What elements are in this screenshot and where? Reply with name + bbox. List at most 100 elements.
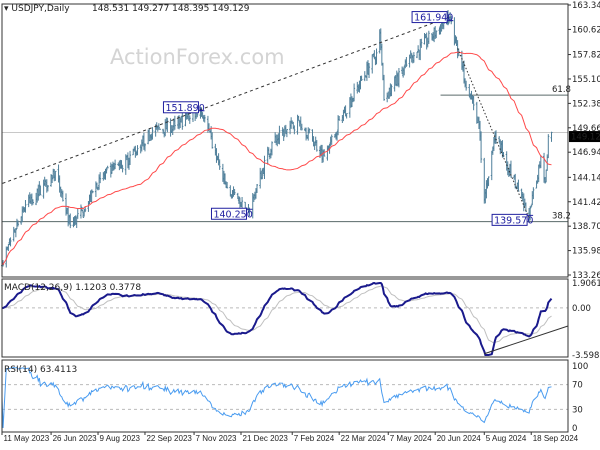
- price-bar: [39, 185, 42, 196]
- price-bar: [390, 84, 393, 97]
- price-bar: [82, 211, 85, 218]
- x-tick-label: 7 May 2024: [390, 434, 432, 443]
- x-tick-label: 11 May 2023: [4, 434, 50, 443]
- rsi-y-tick-label: 30: [572, 405, 583, 415]
- price-bar: [338, 116, 341, 121]
- price-bar: [81, 206, 84, 212]
- price-bar: [215, 148, 218, 163]
- chart-header-symbol: ▾ USDJPY,Daily: [4, 4, 70, 14]
- price-bar: [532, 187, 535, 200]
- price-bar: [76, 208, 79, 219]
- price-bar: [375, 48, 378, 65]
- price-bar: [38, 181, 41, 196]
- macd-label: MACD(12,26,9) 1.1203 0.3778: [4, 283, 141, 293]
- price-bar: [91, 190, 94, 194]
- price-annotation-box[interactable]: [411, 11, 448, 24]
- price-bar: [263, 155, 266, 180]
- price-annotation-box[interactable]: [162, 101, 199, 114]
- price-bar: [547, 134, 550, 159]
- last-price-label: 149.129: [571, 133, 600, 143]
- price-bar: [405, 56, 408, 67]
- price-bar: [211, 132, 214, 149]
- price-bar: [105, 167, 108, 174]
- price-bar: [136, 145, 139, 156]
- price-bar: [233, 189, 236, 195]
- price-bar: [397, 67, 400, 88]
- price-bar: [285, 128, 288, 138]
- price-bar: [106, 165, 109, 169]
- price-bar: [550, 131, 553, 142]
- dropdown-triangle-icon[interactable]: ▾: [4, 4, 11, 14]
- x-tick-label: 18 Sep 2024: [533, 434, 579, 443]
- price-bar: [300, 123, 303, 131]
- price-bar: [218, 159, 221, 170]
- last-price-tag: [569, 131, 600, 143]
- x-tick-label: 22 Mar 2024: [341, 434, 386, 443]
- price-bar: [61, 190, 64, 202]
- x-tick-label: 21 Dec 2023: [243, 434, 289, 443]
- macd-panel: [1, 282, 569, 356]
- price-bar: [151, 127, 154, 140]
- x-tick-label: 20 Jun 2024: [437, 434, 482, 443]
- price-bar: [99, 172, 102, 184]
- price-bar: [465, 80, 468, 91]
- rsi-y-tick-label: 0: [572, 424, 577, 434]
- trendline[interactable]: [457, 48, 530, 219]
- price-bar: [143, 143, 146, 152]
- y-tick-label: 152.380: [572, 99, 600, 109]
- price-bar: [14, 227, 17, 238]
- price-annotation-box[interactable]: [491, 213, 528, 226]
- price-bar: [31, 199, 34, 205]
- price-bar: [24, 199, 27, 213]
- macd-frame: [1, 278, 569, 358]
- y-tick-label: 160.620: [572, 25, 600, 35]
- price-bar: [360, 75, 363, 81]
- rsi-frame: [1, 359, 569, 433]
- price-bar: [129, 150, 132, 166]
- rsi-panel: [1, 366, 568, 429]
- price-bar: [203, 114, 206, 123]
- macd-main-line: [1, 282, 553, 356]
- price-bar: [408, 54, 411, 68]
- x-tick-label: 26 Jun 2023: [53, 434, 98, 443]
- price-bar: [297, 115, 300, 121]
- price-bar: [46, 185, 49, 192]
- price-annotation-box[interactable]: [210, 207, 247, 220]
- ohlc-readout: 148.531 149.277 148.395 149.129: [92, 4, 250, 14]
- price-bar: [487, 176, 490, 187]
- price-bar: [256, 184, 259, 193]
- price-bar: [260, 170, 263, 180]
- price-bar: [54, 170, 57, 181]
- fibonacci-level-label: 61.8: [552, 85, 571, 95]
- y-tick-label: 157.820: [572, 51, 600, 61]
- price-bar: [69, 213, 72, 229]
- price-bar: [330, 134, 333, 145]
- rsi-y-tick-label: 70: [572, 381, 583, 391]
- y-tick-label: 155.100: [572, 75, 600, 85]
- y-tick-label: 163.340: [572, 1, 600, 11]
- x-tick-label: 7 Feb 2024: [294, 434, 335, 443]
- price-bar: [278, 125, 281, 145]
- price-bar: [237, 196, 240, 204]
- price-bar: [226, 182, 229, 189]
- price-bar: [121, 165, 124, 173]
- price-bar: [270, 141, 273, 156]
- main-panel: 61.8 38.2 151.890 140.250 161.940 139.570: [0, 10, 571, 268]
- macd-trendline[interactable]: [484, 325, 569, 355]
- price-annotation-label: 161.940: [414, 13, 453, 24]
- price-bar: [472, 96, 475, 111]
- price-bar: [353, 83, 356, 102]
- price-bar: [308, 128, 311, 134]
- main-frame: [1, 3, 569, 278]
- watermark: ActionForex.com: [110, 45, 285, 69]
- price-bar: [530, 204, 533, 208]
- price-bar: [124, 154, 127, 175]
- y-tick-label: 135.980: [572, 247, 600, 257]
- fibonacci-level-label: 38.2: [552, 212, 571, 222]
- x-tick-label: 22 Sep 2023: [146, 434, 192, 443]
- price-bar: [514, 173, 517, 189]
- price-bar: [188, 115, 191, 124]
- rsi-label: RSI(14) 63.4113: [4, 365, 77, 375]
